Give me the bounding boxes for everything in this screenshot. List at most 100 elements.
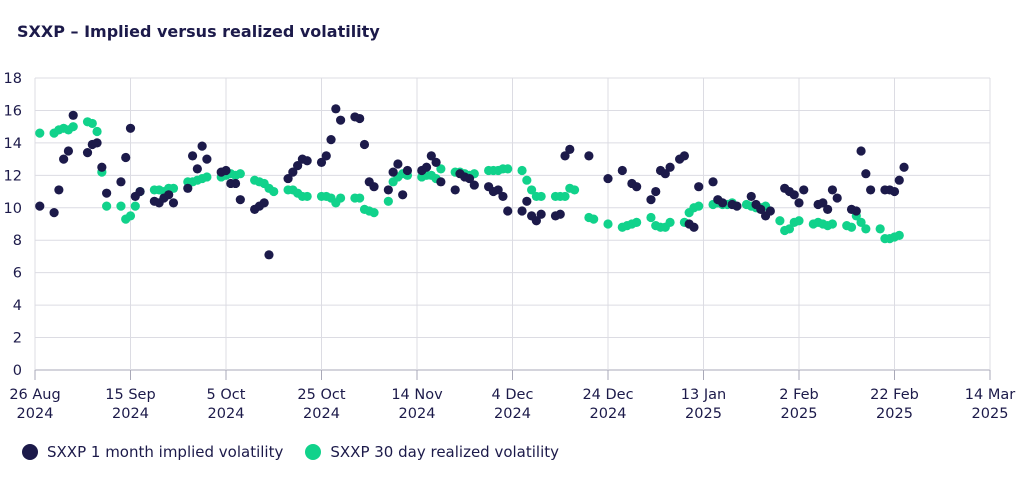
realized-vol-point <box>369 208 379 218</box>
x-tick-year: 2024 <box>590 406 627 422</box>
implied-vol-point <box>531 216 541 226</box>
implied-vol-point <box>469 180 479 190</box>
implied-vol-point <box>493 185 503 195</box>
realized-vol-point <box>665 217 675 227</box>
realized-vol-point <box>87 118 97 129</box>
realized-vol-point <box>846 222 857 232</box>
implied-vol-point <box>603 173 613 184</box>
realized-vol-point <box>202 172 212 182</box>
implied-vol-point <box>321 151 331 161</box>
implied-vol-point <box>421 162 432 172</box>
implied-vol-point <box>192 164 202 174</box>
implied-vol-point <box>336 115 346 125</box>
implied-vol-point <box>331 104 341 114</box>
realized-vol-point <box>569 185 580 195</box>
realized-vol-point <box>355 193 365 203</box>
implied-vol-point <box>503 206 513 216</box>
implied-vol-point <box>302 156 312 166</box>
realized-vol-point <box>116 201 126 211</box>
y-tick-label: 14 <box>4 136 22 152</box>
implied-vol-point <box>431 157 441 167</box>
realized-vol-point <box>522 175 532 185</box>
implied-vol-point <box>402 165 413 176</box>
implied-vol-point <box>59 154 69 164</box>
implied-vol-point <box>355 113 365 124</box>
x-tick-year: 2024 <box>494 406 531 422</box>
realized-vol-point <box>775 216 785 226</box>
realized-vol-point <box>536 191 546 202</box>
x-tick-label: 26 Aug <box>9 387 60 403</box>
legend-dot-implied-icon <box>22 444 38 460</box>
implied-vol-point <box>522 196 532 206</box>
realized-vol-point <box>168 183 179 193</box>
implied-vol-point <box>293 161 303 171</box>
legend-item-implied: SXXP 1 month implied volatility <box>22 443 283 461</box>
realized-vol-point <box>68 122 78 132</box>
implied-vol-point <box>187 151 198 161</box>
x-tick-label: 2 Feb <box>779 387 819 403</box>
implied-vol-point <box>388 167 398 177</box>
implied-vol-point <box>221 165 231 176</box>
implied-vol-point <box>288 167 298 177</box>
realized-vol-point <box>436 164 446 174</box>
realized-vol-point <box>794 216 804 226</box>
y-tick-label: 2 <box>13 331 22 347</box>
y-tick-label: 10 <box>4 201 22 217</box>
implied-vol-point <box>393 159 403 169</box>
x-tick-year: 2024 <box>112 406 149 422</box>
realized-vol-point <box>302 191 312 202</box>
y-tick-label: 6 <box>13 266 22 282</box>
implied-vol-point <box>565 144 575 154</box>
implied-vol-point <box>68 110 78 120</box>
realized-vol-point <box>694 201 704 211</box>
implied-vol-point <box>617 165 627 176</box>
realized-vol-point <box>383 196 393 206</box>
implied-vol-point <box>135 186 145 197</box>
x-tick-label: 15 Sep <box>105 387 155 403</box>
implied-vol-point <box>679 151 690 161</box>
implied-vol-point <box>689 222 699 232</box>
realized-vol-point <box>646 212 656 223</box>
implied-vol-point <box>498 191 508 202</box>
realized-vol-point <box>827 219 838 229</box>
implied-vol-point <box>746 191 756 202</box>
realized-vol-point <box>102 201 112 211</box>
implied-vol-point <box>818 198 828 208</box>
implied-vol-point <box>708 177 718 187</box>
implied-vol-point <box>383 185 393 195</box>
implied-vol-point <box>264 250 274 260</box>
realized-vol-point <box>35 128 45 138</box>
y-tick-label: 8 <box>13 233 22 249</box>
x-tick-year: 2024 <box>399 406 436 422</box>
implied-vol-point <box>35 201 45 211</box>
implied-vol-point <box>799 185 809 195</box>
implied-vol-point <box>49 208 59 218</box>
implied-vol-point <box>536 209 546 219</box>
x-tick-year: 2025 <box>781 406 818 422</box>
implied-vol-point <box>316 157 327 167</box>
chart-title: SXXP – Implied versus realized volatilit… <box>17 22 380 41</box>
x-tick-year: 2024 <box>17 406 54 422</box>
implied-vol-point <box>97 162 107 172</box>
implied-vol-point <box>183 183 193 193</box>
legend-label-realized: SXXP 30 day realized volatility <box>330 443 560 461</box>
y-tick-label: 18 <box>4 71 22 87</box>
implied-vol-point <box>665 162 675 172</box>
y-tick-label: 12 <box>4 168 22 184</box>
implied-vol-point <box>398 190 408 200</box>
realized-vol-point <box>856 217 866 227</box>
implied-vol-point <box>756 204 766 214</box>
implied-vol-point <box>102 188 112 198</box>
x-tick-label: 4 Dec <box>492 387 534 403</box>
realized-vol-point <box>632 217 642 227</box>
realized-vol-point <box>269 186 279 197</box>
x-tick-year: 2024 <box>208 406 245 422</box>
x-tick-label: 14 Mar <box>965 387 1015 403</box>
y-axis-ticks: 0 2 4 6 8 10 12 14 16 18 <box>4 71 22 379</box>
implied-vol-point <box>259 198 269 208</box>
legend-label-implied: SXXP 1 month implied volatility <box>47 443 284 461</box>
implied-vol-point <box>116 177 126 187</box>
implied-vol-point <box>54 185 64 195</box>
implied-vol-point <box>82 148 93 158</box>
implied-vol-point <box>92 138 102 148</box>
